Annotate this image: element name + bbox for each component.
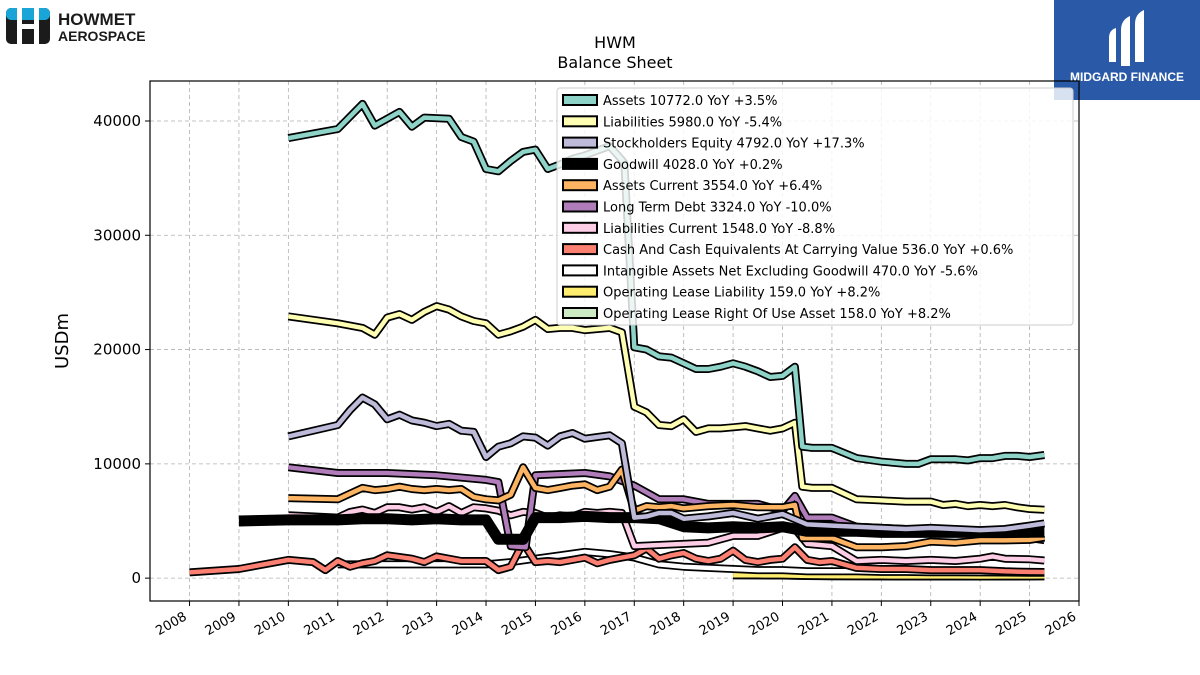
brand-logo-mark: MIDGARD FINANCE bbox=[1054, 0, 1200, 100]
legend-swatch bbox=[562, 285, 598, 298]
series-line bbox=[288, 465, 1045, 550]
x-axis-ticks: 2008 2009 2010 2011 2012 2013 2014 2015 2016 2017… bbox=[153, 601, 1080, 639]
y-tick-label: 20000 bbox=[93, 341, 141, 359]
x-tick-label: 2022 bbox=[845, 609, 881, 639]
legend-entry: Stockholders Equity 4792.0 YoY +17.3% bbox=[603, 137, 865, 152]
company-logo-line1: HOWMET bbox=[58, 10, 136, 29]
series-line bbox=[189, 540, 1045, 575]
legend: Assets 10772.0 YoY +3.5% Liabilities 5980… bbox=[556, 87, 1074, 326]
legend-entry: Long Term Debt 3324.0 YoY -10.0% bbox=[603, 201, 832, 216]
series-line bbox=[288, 303, 1045, 513]
x-tick-label: 2026 bbox=[1043, 609, 1079, 639]
legend-swatch bbox=[562, 221, 598, 234]
legend-swatch bbox=[562, 136, 598, 149]
brand-logo: MIDGARD FINANCE bbox=[1054, 0, 1200, 100]
y-axis-ticks: 0 10000 20000 30000 40000 bbox=[93, 112, 150, 587]
x-tick-label: 2025 bbox=[993, 609, 1029, 639]
legend-entry: Intangible Assets Net Excluding Goodwill… bbox=[603, 264, 978, 279]
x-tick-label: 2012 bbox=[351, 609, 387, 639]
series-line bbox=[287, 395, 1045, 533]
legend-entry: Liabilities 5980.0 YoY -5.4% bbox=[603, 115, 782, 130]
y-tick-label: 40000 bbox=[93, 112, 141, 130]
legend-entry: Liabilities Current 1548.0 YoY -8.8% bbox=[603, 222, 835, 237]
series-line bbox=[287, 101, 1045, 467]
x-tick-label: 2016 bbox=[549, 609, 585, 639]
x-tick-label: 2017 bbox=[598, 609, 634, 639]
legend-swatch bbox=[562, 115, 598, 128]
brand-emblem-left bbox=[1109, 28, 1116, 62]
company-logo-line2: AEROSPACE bbox=[58, 28, 146, 44]
legend-swatch bbox=[562, 243, 598, 256]
chart-title: HWM bbox=[594, 33, 636, 52]
legend-entry: Goodwill 4028.0 YoY +0.2% bbox=[603, 158, 783, 173]
x-tick-label: 2015 bbox=[499, 609, 535, 639]
brand-logo-name: MIDGARD FINANCE bbox=[1070, 70, 1184, 84]
x-tick-label: 2019 bbox=[697, 609, 733, 639]
legend-entry: Cash And Cash Equivalents At Carrying Va… bbox=[603, 243, 1013, 258]
series-lines bbox=[189, 99, 1046, 581]
chart-subtitle: Balance Sheet bbox=[557, 53, 672, 72]
x-tick-label: 2023 bbox=[895, 609, 931, 639]
legend-swatch bbox=[562, 94, 598, 106]
legend-swatch bbox=[562, 157, 598, 170]
legend-entry: Assets 10772.0 YoY +3.5% bbox=[603, 94, 778, 109]
x-tick-label: 2011 bbox=[302, 609, 338, 639]
company-logo: HOWMET AEROSPACE bbox=[4, 6, 179, 46]
legend-entry: Operating Lease Liability 159.0 YoY +8.2… bbox=[603, 286, 880, 301]
legend-swatch bbox=[562, 264, 598, 277]
y-axis-label: USDm bbox=[52, 313, 73, 369]
x-tick-label: 2024 bbox=[944, 609, 980, 639]
legend-box bbox=[556, 87, 1074, 326]
plot-frame bbox=[149, 80, 1080, 602]
company-logo-mark: HOWMET AEROSPACE bbox=[6, 8, 146, 44]
legend-swatch bbox=[562, 179, 598, 192]
x-tick-label: 2018 bbox=[648, 609, 684, 639]
brand-emblem-right bbox=[1135, 10, 1144, 62]
x-tick-label: 2014 bbox=[450, 609, 486, 639]
legend-entry: Operating Lease Right Of Use Asset 158.0… bbox=[603, 307, 951, 322]
y-tick-label: 10000 bbox=[93, 455, 141, 473]
brand-emblem-mid bbox=[1121, 16, 1130, 66]
legend-swatch bbox=[562, 307, 598, 319]
logo-slot-bar bbox=[17, 24, 39, 29]
x-tick-label: 2020 bbox=[746, 609, 782, 639]
x-tick-label: 2013 bbox=[400, 609, 436, 639]
x-tick-label: 2010 bbox=[252, 609, 288, 639]
x-tick-label: 2009 bbox=[203, 609, 239, 639]
x-tick-label: 2008 bbox=[153, 609, 189, 639]
y-tick-label: 30000 bbox=[93, 226, 141, 244]
legend-entry: Assets Current 3554.0 YoY +6.4% bbox=[603, 179, 822, 194]
x-tick-label: 2021 bbox=[796, 609, 832, 639]
y-tick-label: 0 bbox=[131, 569, 141, 587]
legend-swatch bbox=[562, 200, 598, 213]
